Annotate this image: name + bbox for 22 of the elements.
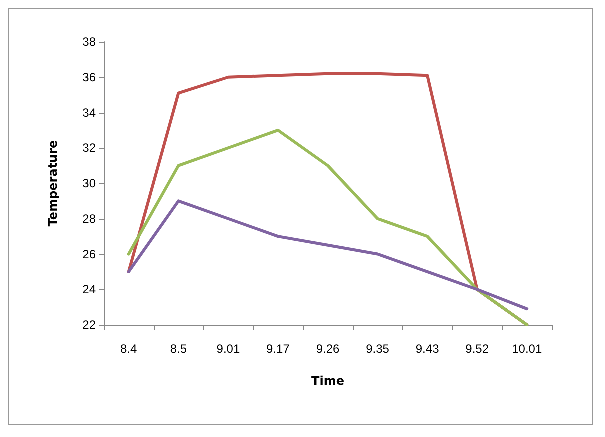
y-tick-label: 24 (82, 282, 96, 297)
y-tick-label: 30 (82, 176, 96, 190)
x-tick-label: 9.01 (216, 342, 240, 356)
x-tick-label: 9.35 (366, 342, 390, 356)
x-tick-label: 10.01 (512, 342, 542, 356)
y-tick-label: 26 (82, 247, 96, 262)
y-tick-label: 38 (82, 35, 96, 49)
line-series (127, 200, 529, 311)
x-tick-label: 9.52 (466, 342, 490, 356)
x-tick-label: 9.43 (416, 342, 440, 356)
y-tick-label: 36 (82, 70, 96, 84)
x-tick-label: 9.17 (266, 342, 290, 356)
x-tick-label: 8.5 (170, 342, 188, 356)
x-axis-title: Time (312, 374, 344, 388)
y-axis-title: Temperature (46, 140, 60, 227)
x-tick-label: 9.26 (316, 342, 340, 356)
x-tick-label: 8.4 (120, 342, 138, 356)
y-tick-label: 34 (82, 106, 96, 120)
y-tick-label: 28 (82, 212, 96, 226)
line-series (127, 128, 529, 326)
y-tick-label: 22 (82, 318, 96, 332)
y-tick-label: 32 (82, 141, 96, 156)
